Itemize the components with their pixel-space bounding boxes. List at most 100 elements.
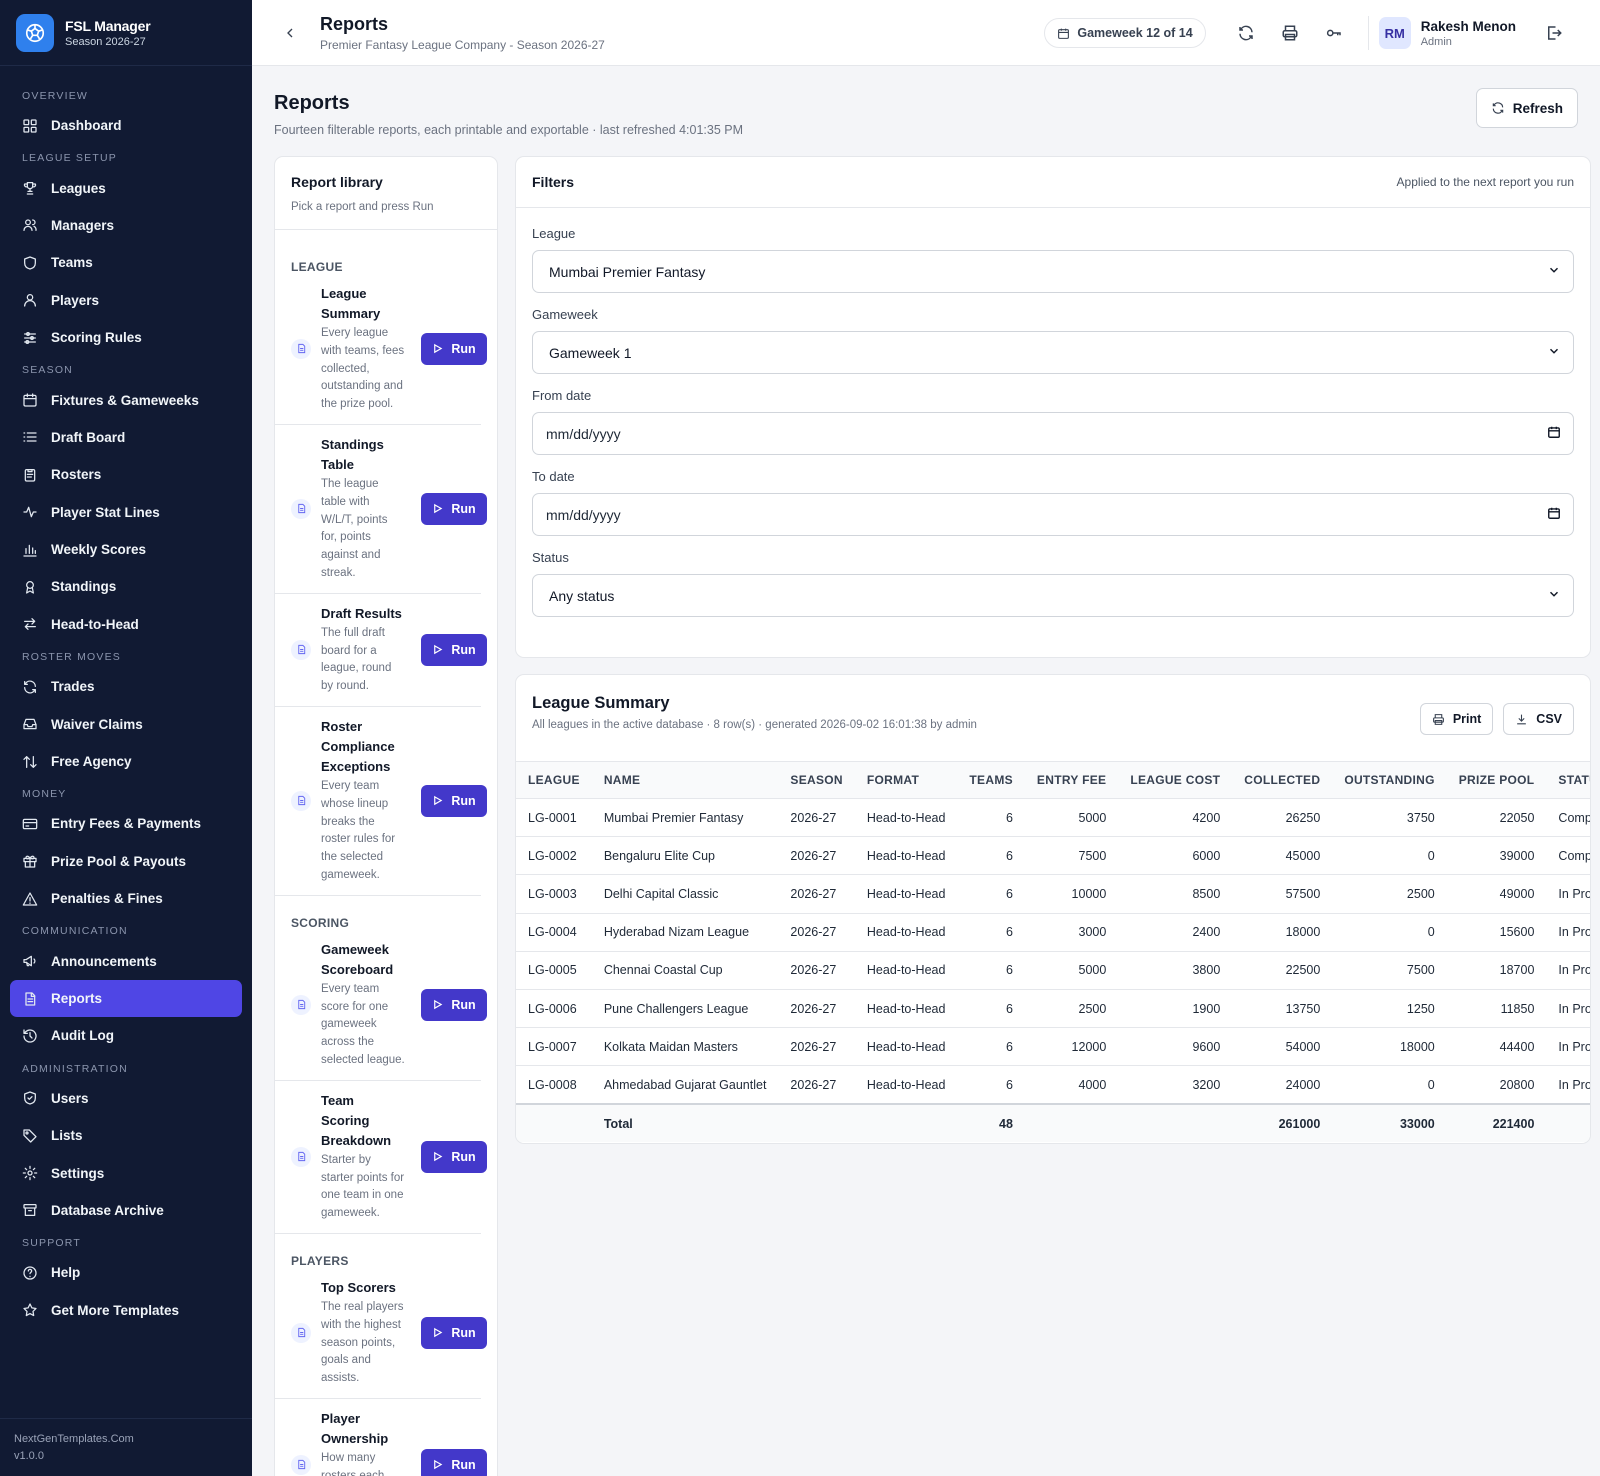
run-label: Run [451,341,476,356]
award-icon [22,579,38,595]
brand[interactable]: FSL Manager Season 2026-27 [0,0,252,66]
csv-button[interactable]: CSV [1503,703,1574,735]
report-item-team-scoring-breakdown: Team Scoring Breakdown Starter by starter… [275,1081,487,1234]
cell-status: In Progress [1546,1065,1590,1105]
play-icon [432,1151,443,1162]
gameweek-select[interactable]: Gameweek 1 [532,331,1574,374]
document-icon [291,338,311,359]
cell-league-cost: 8500 [1118,874,1233,914]
sidebar-item-free-agency[interactable]: Free Agency [0,743,242,780]
key-icon[interactable] [1320,19,1348,47]
run-button[interactable]: Run [421,1140,487,1173]
sidebar-item-scoring-rules[interactable]: Scoring Rules [0,319,242,356]
cell-prize-pool: 18700 [1446,951,1547,990]
cell-prize-pool: 49000 [1446,874,1547,914]
column-header-prize-pool[interactable]: PRIZE POOL [1446,761,1547,799]
sidebar-item-database-archive[interactable]: Database Archive [0,1192,242,1229]
to-date-label: To date [532,469,575,484]
table-row[interactable]: LG-0004 Hyderabad Nizam League 2026-27 Head… [516,913,1590,952]
gameweek-pill[interactable]: Gameweek 12 of 14 [1044,18,1206,48]
table-row[interactable]: LG-0007 Kolkata Maidan Masters 2026-27 Head… [516,1027,1590,1067]
sidebar-item-waiver-claims[interactable]: Waiver Claims [0,705,242,742]
sidebar-item-prize-pool-and-payouts[interactable]: Prize Pool & Payouts [0,843,242,880]
run-button[interactable]: Run [421,1448,487,1476]
sidebar-item-draft-board[interactable]: Draft Board [0,419,242,456]
league-select[interactable]: Mumbai Premier Fantasy [532,250,1574,293]
column-header-season[interactable]: SEASON [778,761,855,799]
run-button[interactable]: Run [421,492,487,525]
print-button[interactable]: Print [1419,703,1494,735]
status-select[interactable]: Any status [532,574,1574,617]
refresh-icon [1491,101,1505,115]
run-button[interactable]: Run [421,988,487,1021]
run-label: Run [451,1457,476,1472]
sidebar-item-label: Audit Log [51,1028,114,1044]
calendar-icon[interactable] [1547,425,1561,442]
cell-prize-pool: 22050 [1446,798,1547,838]
cell-teams: 6 [957,989,1025,1029]
sidebar-item-leagues[interactable]: Leagues [0,169,242,206]
column-header-entry-fee[interactable]: ENTRY FEE [1024,761,1119,799]
table-row[interactable]: LG-0003 Delhi Capital Classic 2026-27 Head-… [516,874,1590,914]
table-row[interactable]: LG-0001 Mumbai Premier Fantasy 2026-27 Head… [516,798,1590,838]
footer-site[interactable]: NextGenTemplates.Com [14,1433,134,1445]
sidebar-item-managers[interactable]: Managers [0,207,242,244]
sidebar-item-announcements[interactable]: Announcements [0,942,242,979]
sidebar-item-reports[interactable]: Reports [10,979,242,1018]
sidebar-item-players[interactable]: Players [0,282,242,319]
column-header-league-cost[interactable]: LEAGUE COST [1118,761,1233,799]
nav-section-support: SUPPORT [22,1237,81,1250]
sidebar-item-fixtures-and-gameweeks[interactable]: Fixtures & Gameweeks [0,381,242,418]
column-header-name[interactable]: NAME [591,761,779,799]
sidebar-item-teams[interactable]: Teams [0,244,242,281]
table-row[interactable]: LG-0006 Pune Challengers League 2026-27 Hea… [516,989,1590,1029]
sidebar-item-trades[interactable]: Trades [0,668,242,705]
run-button[interactable]: Run [421,784,487,817]
alert-triangle-icon [22,891,38,907]
sidebar-item-help[interactable]: Help [0,1254,242,1291]
from-date-input[interactable]: mm/dd/yyyy [532,412,1574,455]
sidebar-item-weekly-scores[interactable]: Weekly Scores [0,531,242,568]
column-header-outstanding[interactable]: OUTSTANDING [1332,761,1447,799]
play-icon [432,999,443,1010]
run-label: Run [451,501,476,516]
column-header-league[interactable]: LEAGUE [516,761,592,799]
column-header-status[interactable]: STATUS [1546,761,1590,799]
sidebar-item-rosters[interactable]: Rosters [0,456,242,493]
sidebar-item-standings[interactable]: Standings [0,568,242,605]
run-button[interactable]: Run [421,633,487,666]
print-label: Print [1452,712,1482,726]
total-season [778,1103,855,1142]
sidebar-item-player-stat-lines[interactable]: Player Stat Lines [0,494,242,531]
clipboard-icon [22,467,38,483]
avatar[interactable]: RM [1378,17,1411,49]
back-arrow-icon[interactable] [282,25,302,41]
sidebar-item-settings[interactable]: Settings [0,1154,242,1191]
sidebar-item-entry-fees-and-payments[interactable]: Entry Fees & Payments [0,805,242,842]
table-row[interactable]: LG-0002 Bengaluru Elite Cup 2026-27 Head-to… [516,836,1590,876]
sidebar-item-label: Entry Fees & Payments [51,816,202,832]
run-button[interactable]: Run [421,332,487,365]
cell-format: Head-to-Head [854,836,958,876]
logout-icon[interactable] [1540,19,1568,47]
sync-icon[interactable] [1232,19,1260,47]
sidebar-item-get-more-templates[interactable]: Get More Templates [0,1292,242,1329]
filters-note: Applied to the next report you run [1396,175,1574,189]
sidebar-item-users[interactable]: Users [0,1080,242,1117]
run-button[interactable]: Run [421,1316,487,1349]
refresh-button[interactable]: Refresh [1475,88,1578,128]
to-date-input[interactable]: mm/dd/yyyy [532,493,1574,536]
library-list: LEAGUE League Summary Every league with te… [275,230,497,1476]
sidebar-item-penalties-and-fines[interactable]: Penalties & Fines [0,880,242,917]
table-row[interactable]: LG-0005 Chennai Coastal Cup 2026-27 Head-to… [516,951,1590,990]
calendar-icon[interactable] [1547,506,1561,523]
sidebar-item-audit-log[interactable]: Audit Log [0,1017,242,1054]
sidebar-item-head-to-head[interactable]: Head-to-Head [0,606,242,643]
printer-icon[interactable] [1276,19,1304,47]
column-header-teams[interactable]: TEAMS [957,761,1025,799]
column-header-format[interactable]: FORMAT [854,761,958,799]
sidebar-item-dashboard[interactable]: Dashboard [0,107,242,144]
sidebar-item-lists[interactable]: Lists [0,1117,242,1154]
table-row[interactable]: LG-0008 Ahmedabad Gujarat Gauntlet 2026-27… [516,1065,1590,1105]
column-header-collected[interactable]: COLLECTED [1232,761,1333,799]
